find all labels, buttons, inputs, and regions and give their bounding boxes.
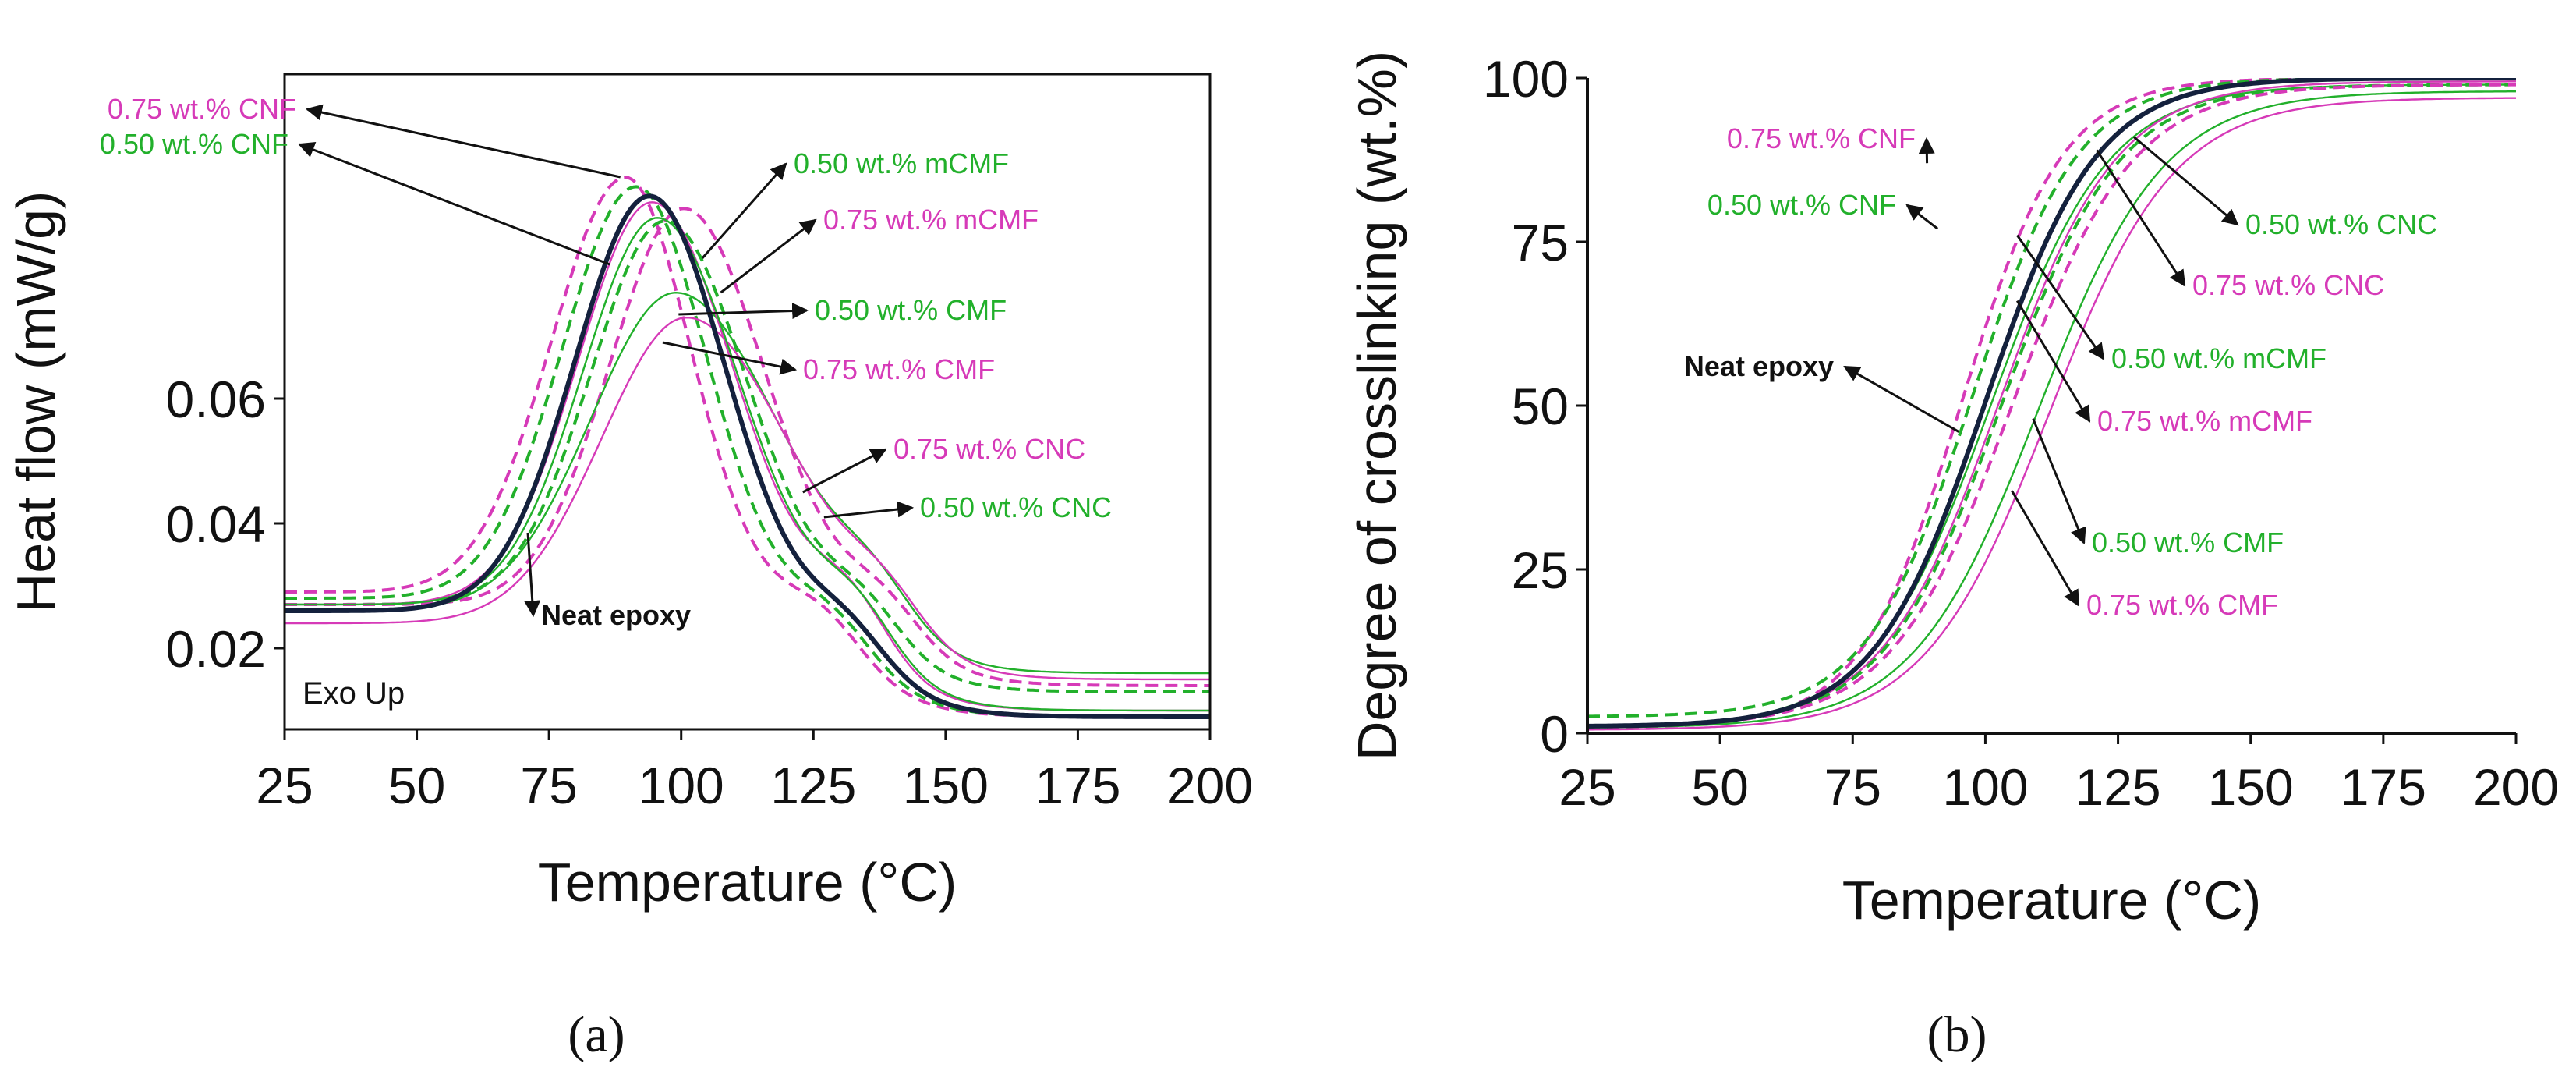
annotation-label-0-50-wt-cnf: 0.50 wt.% CNF xyxy=(1707,189,1896,221)
series-line-0-75-wt-cmf-magenta-solid xyxy=(285,317,1210,681)
annotation-label-0-75-wt-cnc: 0.75 wt.% CNC xyxy=(893,433,1085,465)
panel-label-b: (b) xyxy=(1927,1006,1987,1063)
panel-label-a: (a) xyxy=(568,1006,625,1063)
annotation-label-0-75-wt-cnf: 0.75 wt.% CNF xyxy=(108,93,296,125)
annotation-label-0-75-wt-mcmf: 0.75 wt.% mCMF xyxy=(2097,405,2312,437)
annotation-arrow-0-75-wt-cnc xyxy=(2096,149,2186,287)
x-tick-label: 200 xyxy=(2473,758,2559,816)
plot-frame xyxy=(283,73,1212,731)
x-tick-label: 50 xyxy=(1691,758,1748,816)
annotation-label-0-50-wt-mcmf: 0.50 wt.% mCMF xyxy=(794,147,1009,179)
x-tick-label: 175 xyxy=(2341,758,2426,816)
annotation-label-0-75-wt-mcmf: 0.75 wt.% mCMF xyxy=(823,204,1039,236)
y-tick-label: 0.06 xyxy=(166,371,266,428)
exo-up-label: Exo Up xyxy=(303,676,405,711)
series-group xyxy=(1587,78,2516,731)
annotation-arrow-0-75-wt-mcmf xyxy=(2015,300,2091,423)
annotation-arrow-0-50-wt-mcmf xyxy=(2016,234,2105,360)
series-line-0-75-wt-mcmf-magenta-dashed xyxy=(285,207,1210,687)
annotation-label-0-50-wt-cmf: 0.50 wt.% CMF xyxy=(815,294,1007,326)
series-line-0-50-wt-mcmf-green-dashed xyxy=(1587,83,2516,728)
annotation-arrow-0-75-wt-mcmf xyxy=(720,218,817,294)
series-line-0-75-wt-cnc-magenta-solid xyxy=(1587,80,2516,727)
y-tick-label: 0 xyxy=(1540,705,1569,763)
x-tick-label: 75 xyxy=(1824,758,1881,816)
y-tick-label: 0.02 xyxy=(166,620,266,678)
annotation-arrow-0-75-wt-cnf xyxy=(305,104,621,179)
annotation-arrow-0-50-wt-cmf xyxy=(678,303,809,320)
annotation-arrow-0-50-wt-cmf xyxy=(2032,418,2086,544)
annotation-arrow-0-50-wt-cnc xyxy=(823,501,915,519)
annotation-label-neat-epoxy: Neat epoxy xyxy=(1684,350,1834,382)
x-axis-label: Temperature (°C) xyxy=(1842,870,2262,931)
series-line-neat-epoxy-neat xyxy=(285,193,1210,719)
annotation-label-0-50-wt-mcmf: 0.50 wt.% mCMF xyxy=(2111,342,2327,374)
annotation-arrow-0-75-wt-cnc xyxy=(802,448,887,494)
annotation-arrow-0-50-wt-mcmf xyxy=(701,162,787,259)
y-tick-label: 0.04 xyxy=(166,495,266,553)
annotation-label-0-75-wt-cnf: 0.75 wt.% CNF xyxy=(1727,122,1916,154)
annotation-arrow-neat-epoxy xyxy=(524,532,541,618)
annotation-label-0-50-wt-cnc: 0.50 wt.% CNC xyxy=(920,491,1112,523)
y-axis-label: Heat flow (mW/g) xyxy=(5,191,66,613)
y-tick-label: 100 xyxy=(1483,50,1569,108)
x-tick-label: 200 xyxy=(1167,757,1253,814)
series-line-0-50-wt-mcmf-green-dashed xyxy=(285,219,1210,693)
series-line-0-75-wt-cmf-magenta-solid xyxy=(1587,97,2516,731)
x-tick-label: 50 xyxy=(388,757,445,814)
annotation-label-0-75-wt-cmf: 0.75 wt.% CMF xyxy=(2086,589,2278,621)
x-tick-label: 75 xyxy=(520,757,577,814)
y-tick-label: 50 xyxy=(1512,378,1569,435)
series-line-0-50-wt-cnc-green-solid xyxy=(285,217,1210,712)
series-line-0-50-wt-cmf-green-solid xyxy=(1587,90,2516,729)
series-line-neat-epoxy-neat xyxy=(1587,78,2516,729)
y-axis-label: Degree of crosslinking (wt.%) xyxy=(1346,51,1407,761)
annotation-label-0-75-wt-cnc: 0.75 wt.% CNC xyxy=(2192,269,2384,301)
x-axis-label: Temperature (°C) xyxy=(538,852,957,913)
series-group xyxy=(285,176,1210,719)
annotation-arrow-0-75-wt-cmf xyxy=(2011,490,2080,607)
x-tick-label: 100 xyxy=(639,757,724,814)
series-line-0-75-wt-cnf-magenta-dashed xyxy=(1587,78,2516,729)
x-tick-label: 175 xyxy=(1035,757,1120,814)
annotation-arrow-neat-epoxy xyxy=(1843,365,1960,433)
annotation-arrow-0-50-wt-cnc xyxy=(2133,136,2239,226)
x-tick-label: 25 xyxy=(256,757,313,814)
x-tick-label: 150 xyxy=(903,757,989,814)
x-tick-label: 25 xyxy=(1559,758,1615,816)
annotation-label-0-50-wt-cmf: 0.50 wt.% CMF xyxy=(2092,527,2284,558)
y-tick-label: 25 xyxy=(1512,541,1569,599)
x-tick-label: 125 xyxy=(2075,758,2161,816)
y-tick-label: 75 xyxy=(1512,214,1569,271)
annotation-label-0-50-wt-cnc: 0.50 wt.% CNC xyxy=(2245,208,2437,240)
annotation-label-0-50-wt-cnf: 0.50 wt.% CNF xyxy=(100,128,288,160)
annotation-arrow-0-50-wt-cnf xyxy=(298,142,610,266)
x-tick-label: 100 xyxy=(1942,758,2028,816)
chart-panel-b: 25 50 75 100 125 150 175 2000255075100Temperatu… xyxy=(1346,50,2559,931)
annotation-label-neat-epoxy: Neat epoxy xyxy=(541,599,691,631)
annotation-label-0-75-wt-cmf: 0.75 wt.% CMF xyxy=(803,353,995,385)
annotation-arrow-0-75-wt-cmf xyxy=(662,341,798,375)
x-tick-label: 150 xyxy=(2208,758,2294,816)
series-line-0-75-wt-mcmf-magenta-dashed xyxy=(1587,83,2516,728)
x-tick-label: 125 xyxy=(770,757,856,814)
chart-panel-a: 25 50 75 100 125 150 175 200 0.02 0.04 0.06 Tempera… xyxy=(5,73,1253,913)
annotation-arrow-0-50-wt-cnf xyxy=(1905,204,1939,230)
series-line-0-50-wt-cmf-green-solid xyxy=(285,292,1210,675)
